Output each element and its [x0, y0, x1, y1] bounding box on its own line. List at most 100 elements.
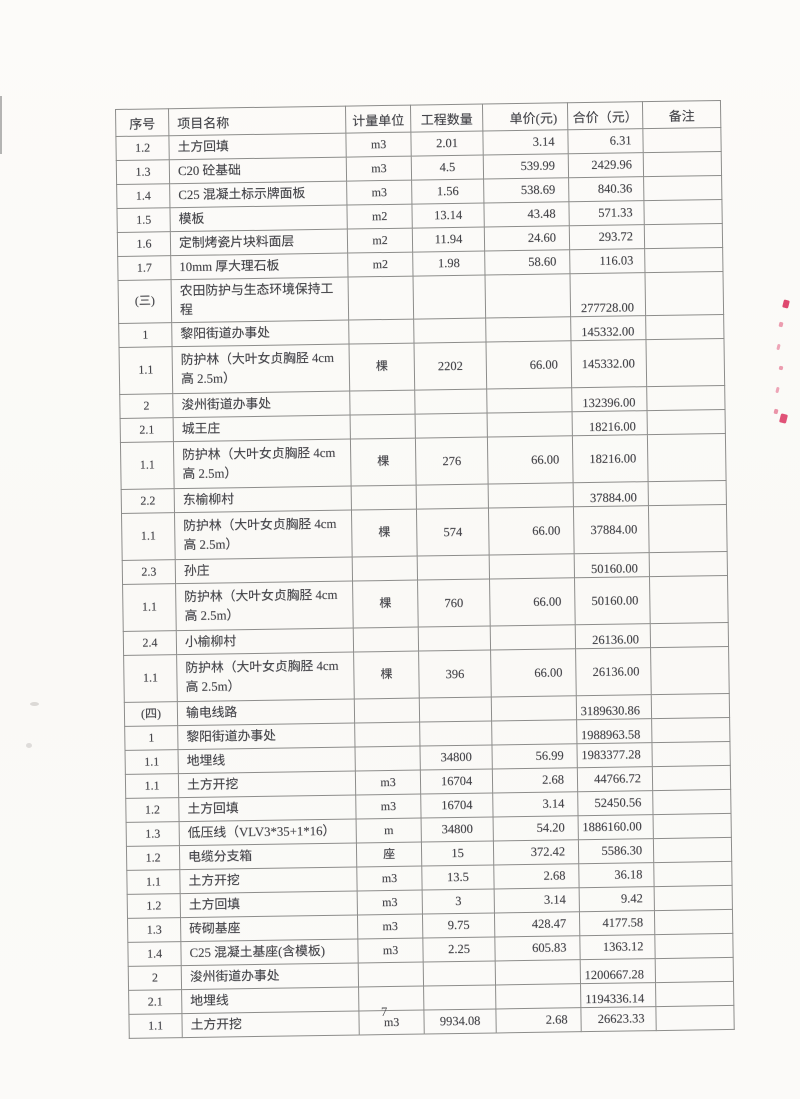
cell-qty	[418, 625, 491, 652]
cell-price	[491, 719, 577, 745]
cell-no: (四)	[124, 701, 178, 727]
cost-table-sheet: 序号 项目名称 计量单位 工程数量 单价(元) 合价（元） 备注 1.2 土方回填…	[115, 100, 735, 1039]
cell-name: 东榆柳村	[174, 486, 352, 513]
cell-total: 1200667.28	[580, 958, 656, 984]
header-cell-total: 合价（元）	[567, 101, 643, 130]
cell-price: 539.99	[483, 153, 569, 180]
cell-price	[486, 387, 573, 414]
cell-no: 1.1	[119, 346, 173, 395]
cell-name: 地埋线	[181, 986, 359, 1014]
cell-name: 浚州街道办事处	[172, 391, 351, 418]
cell-unit: m3	[358, 1010, 425, 1035]
cell-note	[654, 933, 734, 959]
cell-total: 1988963.58	[576, 718, 652, 744]
cell-price: 66.00	[489, 577, 576, 626]
cell-no: 1	[124, 725, 179, 751]
cell-name: 土方开挖	[179, 866, 358, 894]
cell-qty: 13.14	[411, 203, 485, 229]
cell-name: 土方开挖	[178, 771, 356, 798]
header-cell-price: 单价(元)	[482, 102, 568, 132]
cell-no: 1.2	[127, 893, 181, 919]
cell-name: 小榆柳村	[176, 628, 354, 655]
cell-qty	[423, 984, 496, 1011]
cell-qty	[414, 389, 488, 415]
cell-qty: 16704	[420, 768, 493, 795]
cell-total: 37884.00	[573, 505, 650, 554]
cell-price: 605.83	[494, 935, 581, 961]
cell-unit: m2	[346, 204, 413, 230]
cell-total: 26623.33	[580, 1006, 657, 1032]
cell-name: C25 混凝土基座(含模板)	[180, 938, 359, 966]
cell-unit: m2	[347, 228, 413, 254]
header-cell-note: 备注	[642, 100, 721, 129]
cell-price: 2.68	[493, 863, 580, 889]
cell-price: 372.42	[493, 839, 579, 865]
cell-unit	[348, 319, 415, 345]
cell-no: 1.1	[122, 583, 177, 632]
cell-no: 1.4	[127, 941, 182, 967]
cell-name: 土方回填	[168, 133, 347, 160]
cell-qty: 34800	[419, 744, 493, 771]
cell-qty	[413, 318, 486, 344]
cell-no: 1.4	[116, 183, 170, 209]
cell-price: 66.00	[488, 506, 575, 555]
cell-unit	[350, 414, 416, 440]
cell-unit	[354, 722, 420, 748]
cell-name: 地埋线	[178, 747, 356, 774]
cell-price: 538.69	[483, 177, 569, 204]
cell-qty: 34800	[421, 816, 494, 843]
cell-name: 土方开挖	[181, 1010, 360, 1038]
cell-note	[651, 693, 730, 719]
cell-qty: 2202	[414, 342, 487, 391]
cell-unit: m	[356, 818, 422, 843]
cell-total: 26136.00	[575, 623, 651, 649]
cell-note	[654, 909, 733, 935]
cell-note	[651, 741, 731, 767]
cell-total: 3189630.86	[576, 694, 652, 720]
cell-qty	[423, 960, 496, 987]
cell-name: 10mm 厚大理石板	[170, 253, 349, 280]
cell-total: 26136.00	[575, 647, 652, 696]
cell-name: 输电线路	[177, 699, 355, 726]
cell-no: 1.2	[126, 845, 180, 871]
cell-note	[650, 622, 729, 648]
cell-qty	[417, 554, 490, 581]
cell-unit: m3	[357, 890, 423, 915]
cell-unit	[349, 390, 416, 416]
cell-name: 防护林（大叶女贞胸胫 4cm 高 2.5m）	[174, 510, 353, 560]
cell-note	[642, 127, 722, 153]
cell-price: 3.14	[492, 791, 579, 817]
cell-name: 防护林（大叶女贞胸胫 4cm 高 2.5m）	[173, 439, 352, 489]
cell-qty	[419, 720, 492, 747]
cell-note	[655, 981, 734, 1007]
cell-qty: 276	[415, 437, 489, 486]
cell-unit: m3	[355, 770, 421, 796]
cell-name: 土方回填	[180, 890, 358, 918]
cell-price: 3.14	[494, 887, 580, 913]
cell-note	[652, 789, 732, 815]
cell-note	[648, 480, 727, 506]
cell-name: 定制烤瓷片块料面层	[170, 229, 348, 256]
cell-price: 24.60	[484, 225, 570, 252]
cell-name: 黎阳街道办事处	[177, 723, 355, 750]
cell-no: 1.3	[116, 159, 170, 185]
cell-qty	[415, 413, 488, 439]
cell-total: 52450.56	[577, 790, 654, 816]
cell-note	[650, 646, 730, 695]
table-body: 1.2 土方回填 m3 2.01 3.14 6.31 1.3 C20 砼基础 m3 4.5 539.…	[115, 127, 735, 1039]
cell-name: 浚州街道办事处	[181, 962, 359, 990]
header-cell-no: 序号	[115, 108, 169, 137]
cell-name: 模板	[169, 205, 348, 232]
cell-qty: 2.25	[422, 936, 496, 963]
cell-qty: 574	[416, 508, 490, 557]
cell-name: 防护林（大叶女贞胸胫 4cm 高 2.5m）	[172, 344, 350, 394]
cell-price	[491, 695, 577, 721]
cell-price	[487, 411, 573, 438]
cell-unit	[353, 627, 419, 653]
cell-qty: 9934.08	[423, 1008, 497, 1035]
cell-note	[645, 338, 725, 387]
red-ink-mark	[782, 299, 790, 309]
cell-name: 农田防护与生态环境保持工程	[171, 277, 349, 323]
cell-price: 56.99	[491, 743, 578, 769]
cell-no: (三)	[118, 279, 172, 324]
